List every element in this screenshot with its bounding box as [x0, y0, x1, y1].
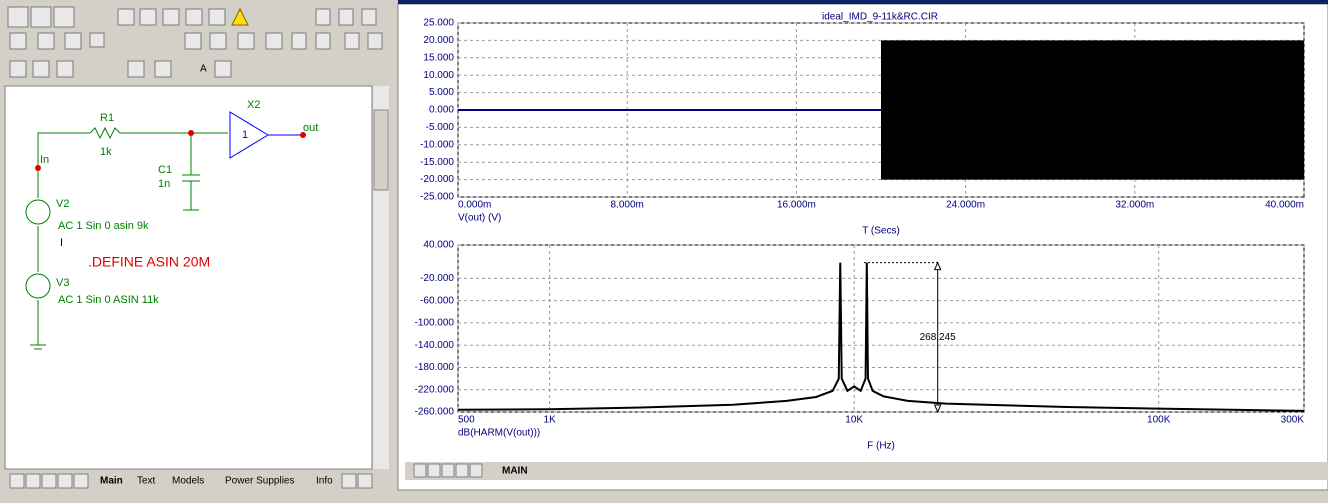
label: AC 1 Sin 0 asin 9k	[58, 220, 149, 232]
plot-area	[457, 244, 1305, 413]
label: 1k	[100, 146, 112, 158]
x-tick-label: 100K	[1147, 415, 1171, 426]
y-tick-label: -20.000	[420, 273, 454, 284]
label: X2	[247, 99, 260, 111]
toolbar: A	[0, 0, 392, 85]
label: C1	[158, 164, 172, 176]
label: 1	[242, 129, 248, 141]
label: AC 1 Sin 0 ASIN 11k	[58, 294, 159, 306]
y-tick-label: 15.000	[423, 52, 454, 63]
tab[interactable]: MAIN	[502, 466, 528, 477]
tab[interactable]: Models	[172, 476, 204, 487]
arrow-head	[933, 404, 942, 414]
y-tick-label: -15.000	[420, 157, 454, 168]
y-tick-label: -220.000	[415, 384, 455, 395]
y-tick-label: -100.000	[415, 318, 455, 329]
y-tick-label: 0.000	[429, 105, 454, 116]
x-tick-label: 24.000m	[946, 200, 985, 211]
y-tick-label: 10.000	[423, 70, 454, 81]
x-tick-label: 0.000m	[458, 200, 491, 211]
y-tick-label: -180.000	[415, 362, 455, 373]
tab[interactable]: Power Supplies	[225, 476, 294, 487]
y-tick-label: -25.000	[420, 192, 454, 203]
arrow-head	[933, 261, 942, 271]
define-text: .DEFINE ASIN 20M	[88, 254, 210, 270]
label: V2	[56, 198, 69, 210]
trace	[457, 262, 1305, 412]
y-tick-label: -260.000	[415, 407, 455, 418]
annotation-label: 268.245	[920, 332, 957, 343]
node-label: out	[303, 122, 318, 134]
y-tick-label: -10.000	[420, 139, 454, 150]
y-tick-label: 20.000	[423, 35, 454, 46]
y-tick-label: -140.000	[415, 340, 455, 351]
x-axis-label: F (Hz)	[867, 441, 895, 452]
x-tick-label: 16.000m	[777, 200, 816, 211]
tab[interactable]: Info	[316, 476, 333, 487]
svg-text:A: A	[200, 64, 207, 75]
y-tick-label: 40.000	[423, 240, 454, 251]
label: V3	[56, 277, 69, 289]
waveform-envelope	[881, 40, 1304, 180]
y-axis-label: V(out) (V)	[458, 213, 501, 224]
plot-title: ideal_IMD_9-11k&RC.CIR	[822, 12, 938, 23]
tabbar: Main Text Models Power Supplies Info	[5, 472, 389, 490]
x-tick-label: 10K	[845, 415, 863, 426]
cursor: I	[60, 237, 63, 249]
y-tick-label: 25.000	[423, 18, 454, 29]
x-tick-label: 40.000m	[1265, 200, 1304, 211]
y-tick-label: -20.000	[420, 174, 454, 185]
x-tick-label: 1K	[544, 415, 557, 426]
y-axis-label: dB(HARM(V(out)))	[458, 428, 540, 439]
x-tick-label: 500	[458, 415, 475, 426]
node-label: In	[40, 154, 49, 166]
x-axis-label: T (Secs)	[862, 226, 900, 237]
x-tick-label: 32.000m	[1115, 200, 1154, 211]
tab[interactable]: Text	[137, 476, 156, 487]
tab[interactable]: Main	[100, 476, 123, 487]
label: R1	[100, 112, 114, 124]
x-tick-label: 8.000m	[611, 200, 644, 211]
label: 1n	[158, 178, 170, 190]
tabbar	[405, 462, 1328, 480]
y-tick-label: 5.000	[429, 87, 454, 98]
schematic: R1 1k C1 1n X2 1 V2 AC 1 Sin 0 asin 9k V…	[25, 99, 318, 350]
y-tick-label: -5.000	[426, 122, 455, 133]
y-tick-label: -60.000	[420, 295, 454, 306]
x-tick-label: 300K	[1281, 415, 1305, 426]
schematic-canvas[interactable]	[4, 85, 373, 470]
